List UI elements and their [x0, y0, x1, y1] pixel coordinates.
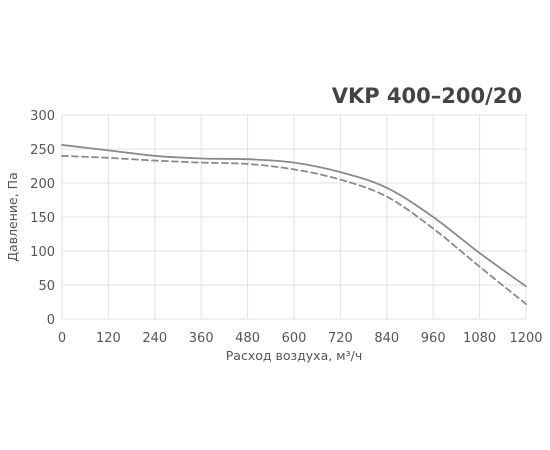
- solid-curve-line: [61, 144, 527, 288]
- y-tick-label: 150: [30, 211, 55, 226]
- x-tick-label: 360: [189, 331, 214, 346]
- tick-labels: 0 120 240 360 480 600 720 840 960 1080 1200 0 50 100 1…: [30, 109, 542, 346]
- series-layer: [61, 144, 527, 305]
- chart-title: VKP 400–200/20: [332, 84, 522, 108]
- dashed-curve-line: [61, 154, 527, 305]
- x-tick-label: 240: [142, 331, 167, 346]
- x-tick-label: 960: [421, 331, 446, 346]
- x-tick-label: 480: [235, 331, 260, 346]
- y-tick-label: 0: [47, 313, 55, 328]
- grid: [61, 114, 527, 320]
- x-tick-label: 720: [328, 331, 353, 346]
- x-tick-label: 600: [282, 331, 307, 346]
- y-tick-label: 100: [30, 245, 55, 260]
- x-tick-label: 0: [58, 331, 66, 346]
- y-axis-title: Давление, Па: [5, 172, 20, 261]
- y-tick-label: 300: [30, 109, 55, 124]
- x-tick-label: 120: [96, 331, 121, 346]
- x-axis-title: Расход воздуха, м³/ч: [226, 348, 362, 363]
- x-tick-label: 840: [374, 331, 399, 346]
- x-tick-label: 1200: [509, 331, 542, 346]
- y-tick-label: 50: [38, 279, 55, 294]
- x-tick-label: 1080: [463, 331, 496, 346]
- y-tick-label: 200: [30, 177, 55, 192]
- y-tick-label: 250: [30, 143, 55, 158]
